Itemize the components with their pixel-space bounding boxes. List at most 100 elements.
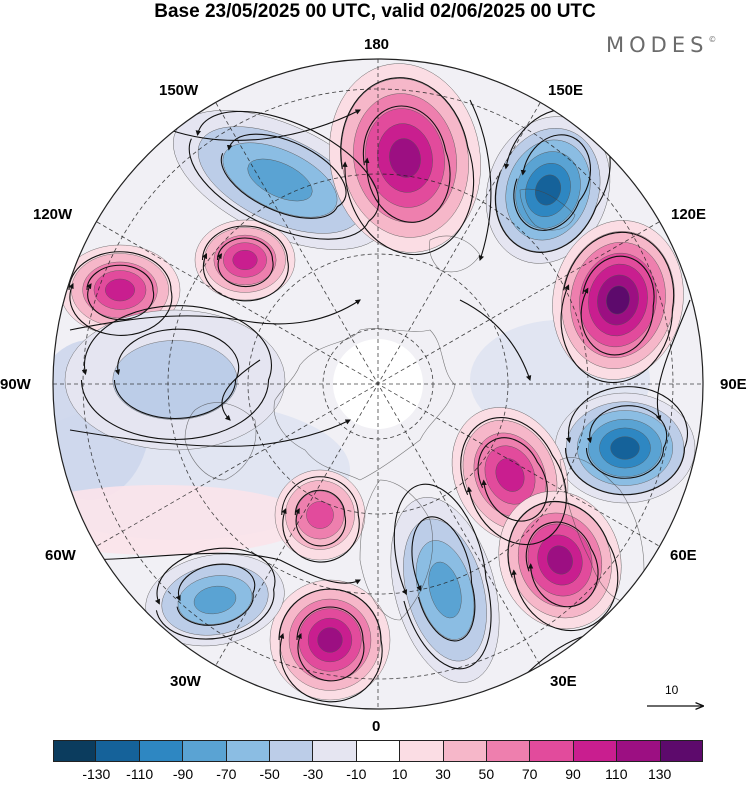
colorbar-swatch: [530, 740, 574, 762]
anomaly-contour: [232, 249, 258, 271]
colorbar-tick-label: 130: [647, 766, 672, 782]
lon-label-120w: 120W: [33, 206, 73, 223]
anomaly-contour: [193, 585, 237, 615]
colorbar-swatch: [270, 740, 314, 762]
reference-arrow-icon: [647, 680, 705, 720]
lon-label-150w: 150W: [159, 82, 199, 99]
colorbar-tick-label: 50: [478, 766, 495, 782]
streamline: [411, 516, 476, 642]
lon-label-150e: 150E: [548, 82, 584, 99]
pink-anomaly-60E: [498, 490, 622, 630]
streamline: [221, 359, 261, 421]
colorbar-tick-label: -10: [346, 766, 367, 782]
streamline: [188, 110, 380, 240]
colorbar-swatch: [400, 740, 444, 762]
lon-label-0: 0: [372, 718, 381, 735]
streamline: [477, 437, 548, 522]
streamline: [79, 552, 361, 585]
streamline: [80, 305, 273, 440]
colorbar-swatch: [226, 740, 271, 762]
colorbar-swatch: [313, 740, 357, 762]
streamline: [362, 105, 451, 223]
pink-anomaly-70E: [451, 407, 569, 543]
streamline: [86, 264, 155, 321]
copyright-mark: ©: [708, 35, 717, 44]
streamline: [459, 299, 532, 382]
streamline: [169, 109, 361, 141]
streamline: [69, 299, 361, 331]
colorbar-swatch: [183, 740, 227, 762]
colorbar: [53, 740, 704, 762]
blue-anomaly-150W: [173, 110, 387, 250]
pink-anomaly-180: [329, 63, 481, 253]
colorbar-tick-labels: -130 -110 -90 -70 -50 -30 -10 10 30 50 70 90 110 130: [53, 766, 703, 783]
streamline: [585, 405, 668, 479]
streamline: [656, 299, 691, 422]
anomaly-contour: [112, 340, 238, 420]
colorbar-tick-label: -30: [302, 766, 324, 782]
lat-lon-grid: [53, 59, 703, 709]
streamline: [216, 237, 274, 288]
colorbar-swatch: [573, 740, 618, 762]
colorbar-swatch: [617, 740, 661, 762]
colorbar-tick-label: 30: [435, 766, 451, 782]
lon-label-60e: 60E: [670, 547, 697, 564]
brand-name: MODES: [606, 33, 709, 57]
background-anomaly-tint: [53, 485, 310, 555]
streamline: [281, 476, 360, 563]
lon-label-120e: 120E: [671, 206, 707, 223]
anomaly-contour: [306, 501, 334, 529]
colorbar-swatch: [660, 740, 704, 762]
lon-label-30e: 30E: [550, 673, 577, 690]
streamlines: [68, 77, 691, 703]
anomaly-contour: [606, 285, 630, 315]
pink-anomaly-15W: [269, 579, 391, 701]
streamline: [294, 489, 347, 547]
lon-label-30w: 30W: [170, 673, 201, 690]
streamline: [560, 231, 675, 384]
lon-label-90e: 90E: [720, 376, 747, 393]
streamline: [69, 419, 351, 447]
streamline: [113, 328, 240, 420]
colorbar-tick-label: -110: [126, 766, 154, 782]
streamline: [525, 521, 599, 608]
colorbar-swatch: [53, 740, 97, 762]
reference-vector: 10: [645, 680, 705, 720]
colorbar-tick-label: -130: [82, 766, 111, 782]
streamline: [175, 563, 256, 626]
streamline: [68, 251, 173, 336]
pink-anomaly-110W: [194, 219, 296, 301]
anomaly-contour: [610, 436, 640, 460]
colorbar-tick-label: -70: [216, 766, 237, 782]
colorbar-tick-label: 90: [565, 766, 581, 782]
colorbar-swatch: [356, 740, 401, 762]
streamline: [154, 547, 276, 640]
lon-label-60w: 60W: [45, 547, 76, 564]
lon-label-90w: 90W: [0, 376, 31, 393]
streamline: [296, 606, 365, 682]
map-boundary: [52, 58, 704, 710]
anomaly-contour: [105, 278, 135, 302]
streamline: [507, 500, 619, 632]
streamline: [580, 255, 655, 356]
colorbar-tick-label: -90: [172, 766, 194, 782]
blue-anomaly-90E: [554, 392, 696, 504]
colorbar-swatch: [443, 740, 488, 762]
lon-label-180: 180: [364, 36, 390, 53]
streamline: [220, 133, 347, 219]
colorbar-swatch: [139, 740, 184, 762]
colorbar-swatch: [96, 740, 140, 762]
reference-vector-label: 10: [665, 683, 679, 697]
anomaly-contour: [495, 458, 525, 492]
colorbar-tick-label: 70: [521, 766, 538, 782]
colorbar-tick-label: -50: [259, 766, 280, 782]
streamline: [564, 386, 689, 496]
blue-anomaly-45W: [145, 553, 285, 647]
streamline: [469, 99, 492, 262]
pink-anomaly-120E: [552, 220, 684, 380]
anomaly-contour: [547, 545, 573, 575]
streamline: [201, 225, 289, 302]
map-title: Base 23/05/2025 00 UTC, valid 02/06/2025…: [154, 1, 596, 22]
